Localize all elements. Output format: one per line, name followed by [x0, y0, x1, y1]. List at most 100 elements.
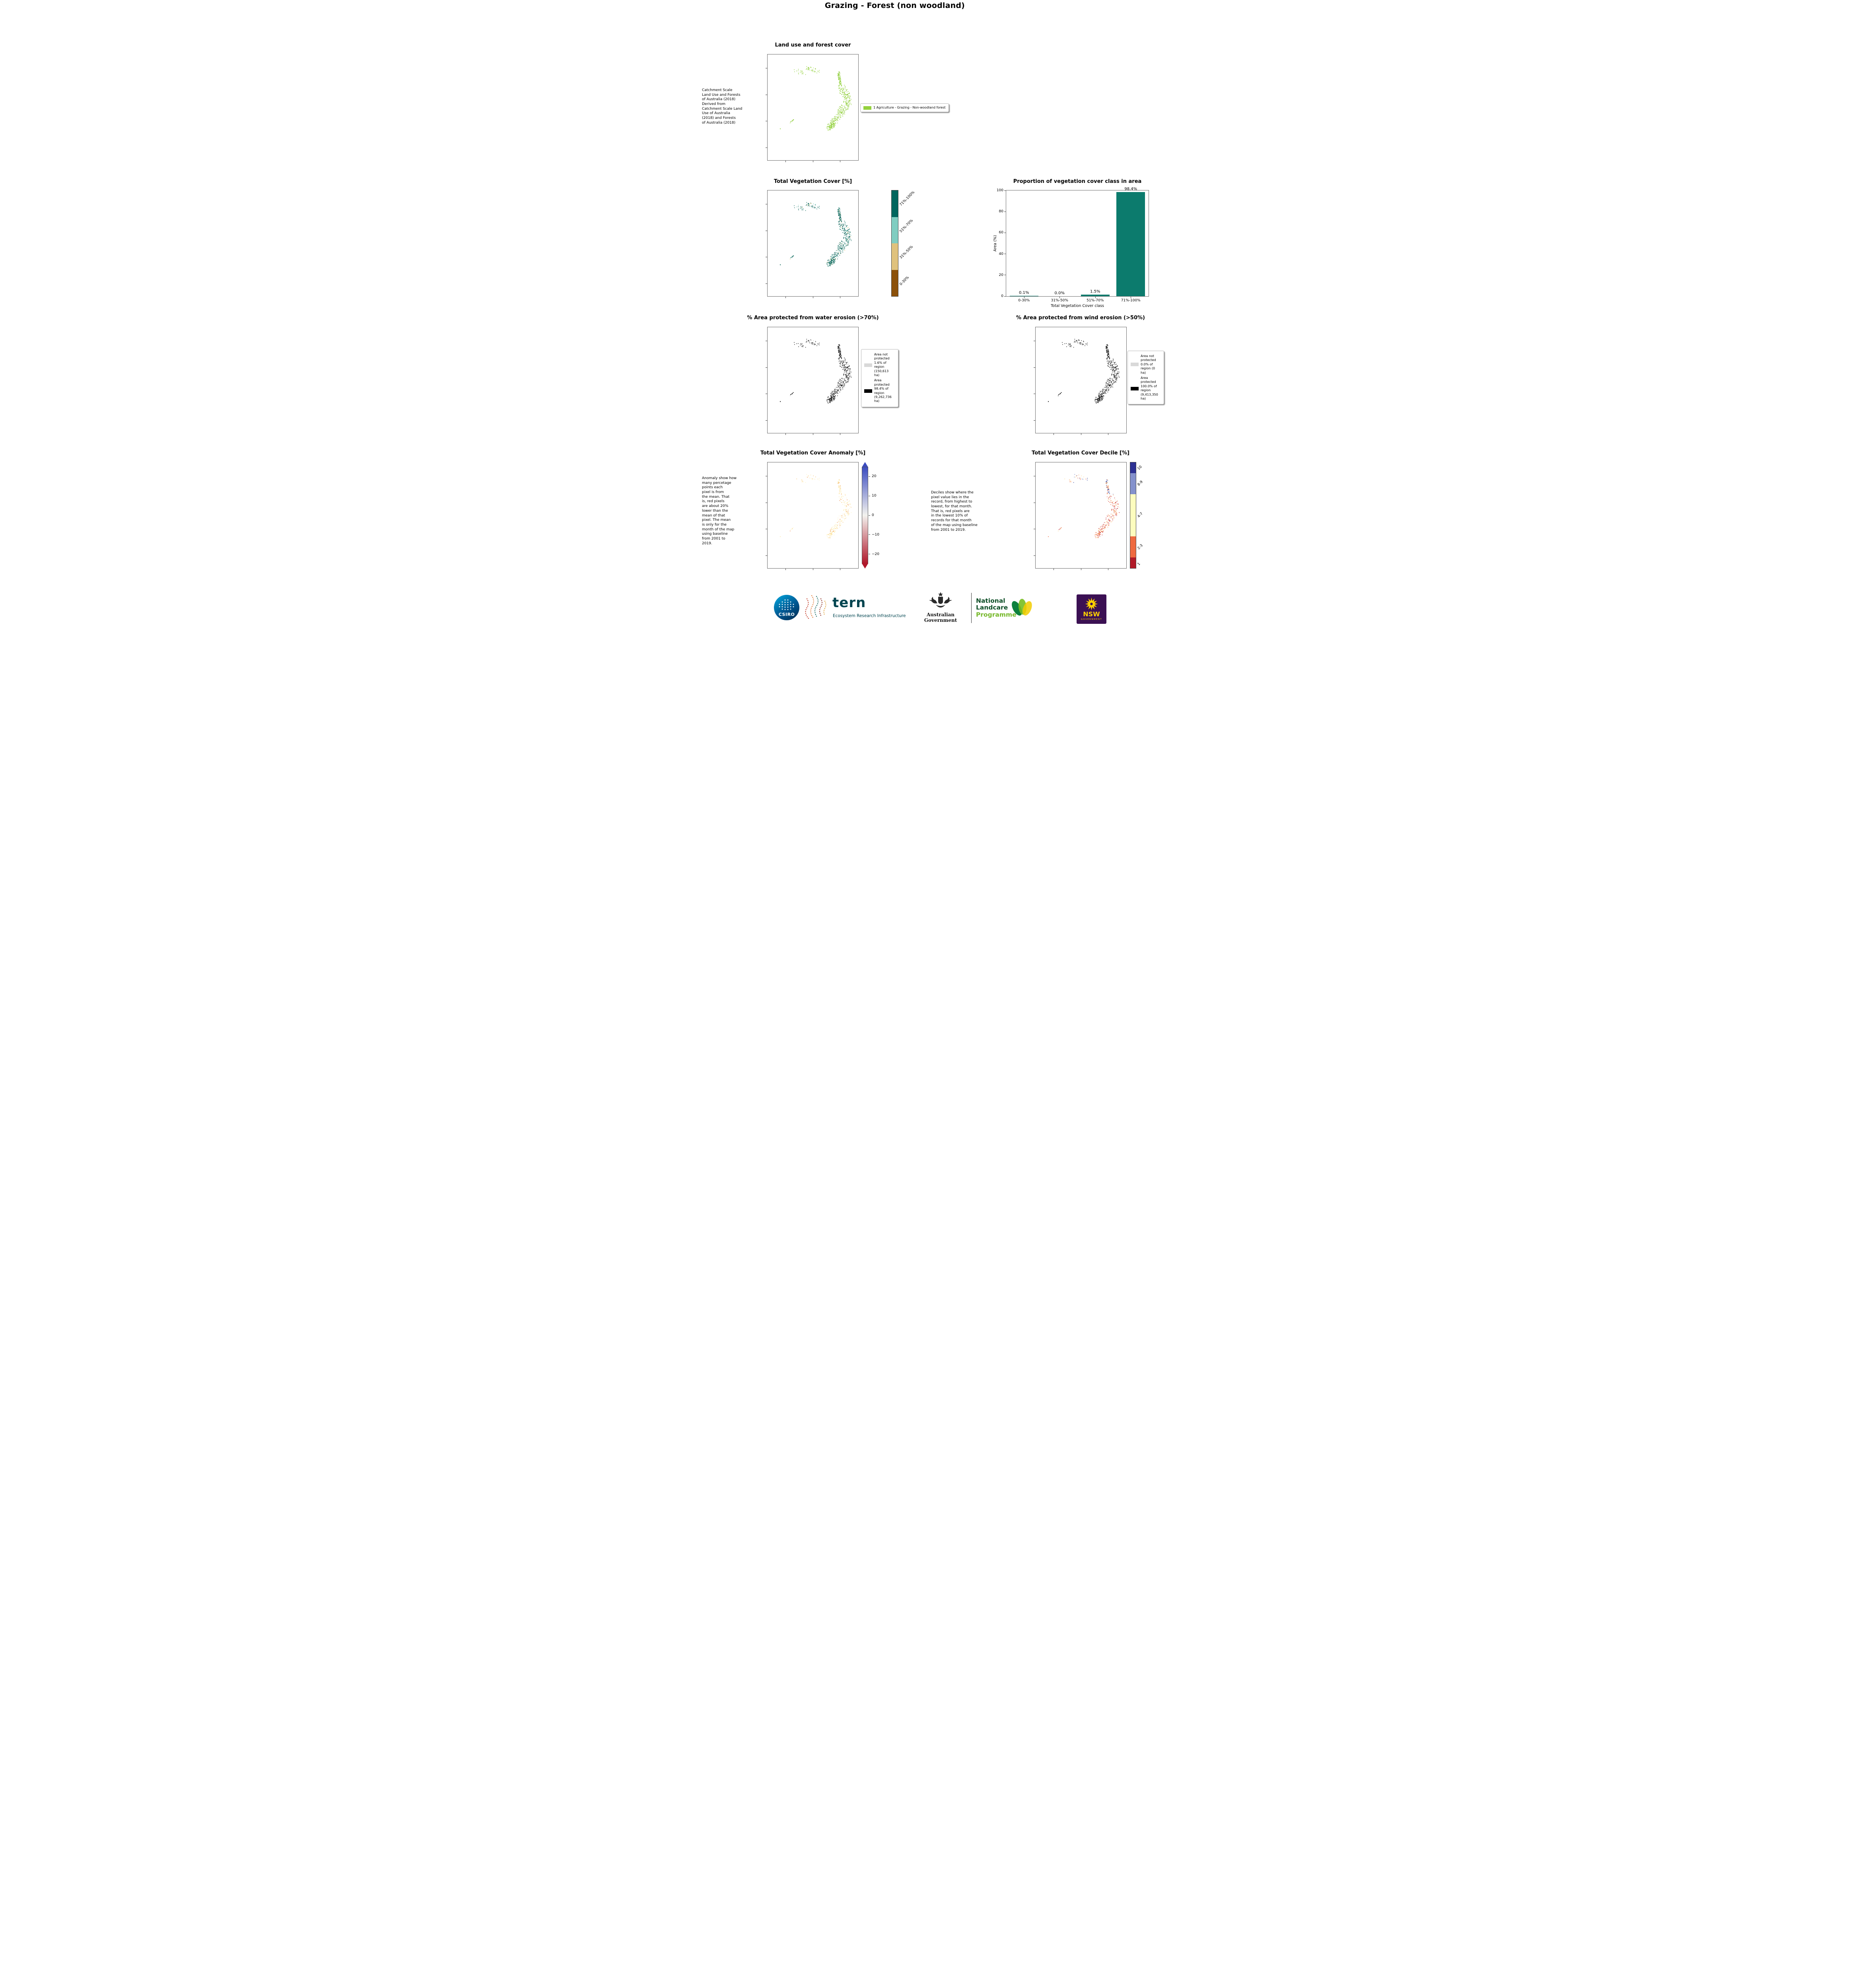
- bar-value-label: 0.0%: [1054, 291, 1065, 295]
- csiro-logo-label: CSIRO: [778, 612, 795, 617]
- wind-protected-swatch: [1131, 386, 1139, 390]
- anomaly-tick-label: 10: [872, 494, 877, 498]
- water-protected-swatch: [864, 389, 872, 393]
- water-not-protected-label: Area not protected 1.6% of region (150,6…: [874, 353, 890, 377]
- australian-government-label: Australian Government: [924, 612, 957, 623]
- anomaly-tick-label: 0: [872, 513, 874, 517]
- x-tick-label: 51%-70%: [1087, 299, 1104, 303]
- colorbar-segment: 1: [1130, 557, 1141, 568]
- national-landcare-logo: National Landcare Programme: [976, 597, 1017, 618]
- colorbar-segment-label: 51%-70%: [899, 218, 914, 234]
- water-protected-label: Area protected 98.4% of region (9,262,73…: [874, 379, 892, 403]
- proportion-chart-plot: Area (%) Total Vegetation Cover class 0.…: [993, 187, 1149, 308]
- water-erosion-map-canvas: [780, 339, 852, 404]
- anomaly-tick-label: −10: [872, 532, 879, 537]
- nsw-government-logo: NSW GOVERNMENT: [1077, 594, 1106, 624]
- y-tick-label: 40: [999, 252, 1003, 256]
- x-tick-label: 31%-50%: [1051, 299, 1068, 303]
- bar-value-label: 98.4%: [1124, 187, 1137, 192]
- anomaly-caption: Anomaly show how many percetage points e…: [702, 476, 737, 546]
- land-use-section-title: Land use and forest cover: [775, 42, 851, 48]
- water-erosion-legend: Area not protected 1.6% of region (150,6…: [861, 349, 898, 407]
- landcare-leaves-icon: [1012, 599, 1032, 616]
- bar-value-label: 1.5%: [1090, 289, 1100, 294]
- page-title: Grazing - Forest (non woodland): [824, 1, 965, 10]
- wind-erosion-section-title: % Area protected from wind erosion (>50%…: [1016, 315, 1145, 321]
- veg-cover-colorbar: 71%-100% 51%-70% 31%-50% 0-30%: [891, 190, 916, 297]
- y-tick-label: 0: [1001, 294, 1003, 298]
- colorbar-segment-label: 2-3: [1137, 543, 1144, 551]
- y-tick-label: 100: [996, 188, 1003, 192]
- colorbar-segment-label: 10: [1137, 465, 1143, 471]
- colorbar-segment: 2-3: [1130, 536, 1144, 558]
- decile-section-title: Total Vegetation Cover Decile [%]: [1032, 450, 1129, 456]
- bar-value-label: 0.1%: [1019, 291, 1029, 295]
- decile-map-canvas: [1048, 474, 1120, 538]
- veg-cover-map-canvas: [780, 202, 852, 267]
- nsw-waratah-icon: [1085, 598, 1098, 610]
- land-use-legend-label: 1 Agriculture - Grazing - Non-woodland f…: [873, 106, 946, 109]
- anomaly-map: [766, 462, 859, 570]
- proportion-chart-title: Proportion of vegetation cover class in …: [1013, 179, 1142, 184]
- wind-not-protected-swatch: [1131, 363, 1139, 367]
- wind-protected-label: Area protected 100.0% of region (9,413,3…: [1141, 376, 1158, 400]
- anomaly-section-title: Total Vegetation Cover Anomaly [%]: [760, 450, 866, 456]
- anomaly-tick-label: −20: [872, 552, 879, 556]
- decile-caption: Deciles show where the pixel value lies …: [931, 491, 978, 532]
- veg-cover-section-title: Total Vegetation Cover [%]: [774, 179, 852, 184]
- wind-erosion-map-canvas: [1048, 339, 1120, 404]
- water-erosion-map: [766, 327, 859, 435]
- water-erosion-section-title: % Area protected from water erosion (>70…: [747, 315, 879, 321]
- report-page: Grazing - Forest (non woodland) Land use…: [701, 0, 1169, 628]
- wind-erosion-legend: Area not protected 0.0% of region (0 ha)…: [1127, 351, 1164, 405]
- anomaly-colorbar-gradient: [862, 467, 868, 564]
- y-tick-label: 80: [999, 210, 1003, 214]
- colorbar-segment-label: 4-7: [1137, 512, 1144, 519]
- wind-erosion-map: [1034, 327, 1127, 435]
- colorbar-segment-label: 31%-50%: [899, 245, 914, 260]
- tern-art-icon: [805, 595, 826, 619]
- colorbar-segment-label: 8-9: [1137, 480, 1144, 487]
- decile-colorbar: 10 8-9 4-7 2-3 1: [1130, 462, 1144, 569]
- colorbar-segment: 10: [1130, 462, 1143, 473]
- land-use-map-canvas: [780, 66, 852, 131]
- anomaly-map-canvas: [780, 474, 852, 538]
- proportion-chart-ylabel: Area (%): [993, 235, 998, 252]
- y-tick-label: 20: [999, 273, 1003, 277]
- nsw-logo-label: NSW: [1083, 610, 1100, 618]
- tern-logo-subtitle: Ecosystem Research Infrastructure: [833, 613, 906, 618]
- colorbar-segment: 71%-100%: [892, 190, 916, 217]
- land-use-legend: 1 Agriculture - Grazing - Non-woodland f…: [860, 103, 949, 113]
- wind-not-protected-label: Area not protected 0.0% of region (0 ha): [1141, 354, 1156, 375]
- colorbar-segment: 51%-70%: [892, 217, 914, 243]
- land-use-map: [766, 54, 859, 162]
- chart-bar: [1116, 192, 1145, 296]
- nsw-logo-subtitle: GOVERNMENT: [1081, 618, 1102, 621]
- anomaly-colorbar-up-arrow: [862, 462, 868, 467]
- tern-logo-label: tern: [832, 595, 866, 611]
- landcare-word-landcare: Landcare: [976, 604, 1008, 612]
- colorbar-segment: 31%-50%: [892, 243, 914, 270]
- colorbar-segment-label: 71%-100%: [899, 190, 916, 207]
- australian-government-crest-icon: [929, 592, 952, 608]
- x-tick-label: 0-30%: [1018, 299, 1030, 303]
- y-tick-label: 60: [999, 231, 1003, 235]
- colorbar-segment: 0-30%: [892, 270, 910, 296]
- anomaly-colorbar: 20 10 0 −10 −20: [862, 462, 879, 569]
- anomaly-tick-label: 20: [872, 474, 877, 479]
- x-tick-label: 71%-100%: [1121, 299, 1141, 303]
- csiro-soundwave-icon: [779, 599, 794, 610]
- veg-cover-map: [766, 190, 859, 298]
- colorbar-segment: 8-9: [1130, 473, 1144, 494]
- csiro-logo: CSIRO: [774, 595, 799, 620]
- colorbar-segment-label: 1: [1137, 562, 1141, 567]
- decile-map: [1034, 462, 1127, 570]
- anomaly-colorbar-down-arrow: [862, 563, 868, 569]
- colorbar-segment: 4-7: [1130, 494, 1144, 537]
- land-use-caption: Catchment Scale Land Use and Forests of …: [702, 88, 743, 125]
- proportion-chart-xlabel: Total Vegetation Cover class: [1051, 304, 1104, 308]
- landcare-word-national: National: [976, 597, 1005, 604]
- landcare-word-programme: Programme: [976, 611, 1017, 618]
- colorbar-segment-label: 0-30%: [899, 275, 910, 287]
- chart-bar: [1081, 295, 1110, 296]
